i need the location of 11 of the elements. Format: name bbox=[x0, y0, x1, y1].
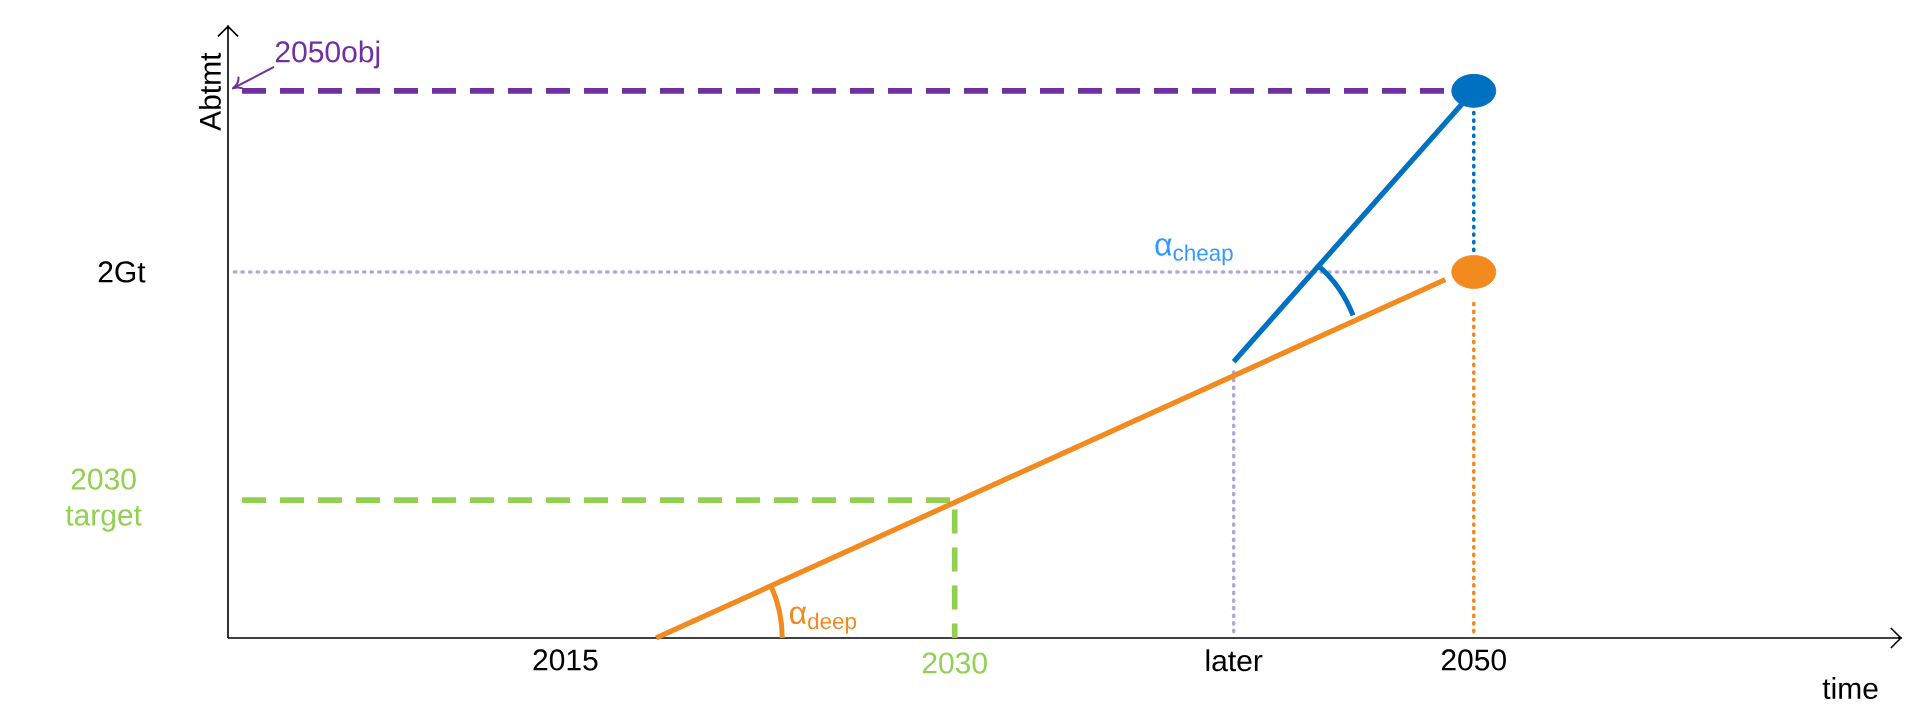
x-tick-label: later bbox=[1206, 649, 1263, 672]
x-axis-title: time bbox=[1822, 677, 1878, 700]
x-tick-label: 2015 bbox=[533, 649, 598, 671]
annotation: α$_{cheap}$ bbox=[1155, 238, 1233, 266]
x-tick-label: 2050 bbox=[1441, 649, 1506, 671]
text: 2050obj bbox=[275, 40, 380, 69]
y-axis-title: Abtmt bbox=[198, 52, 221, 131]
annotation: α$_{deep}$ bbox=[789, 606, 857, 634]
text: 2Gt bbox=[98, 261, 146, 283]
text: 2030 target bbox=[65, 468, 142, 532]
text: 2030 bbox=[922, 652, 987, 674]
